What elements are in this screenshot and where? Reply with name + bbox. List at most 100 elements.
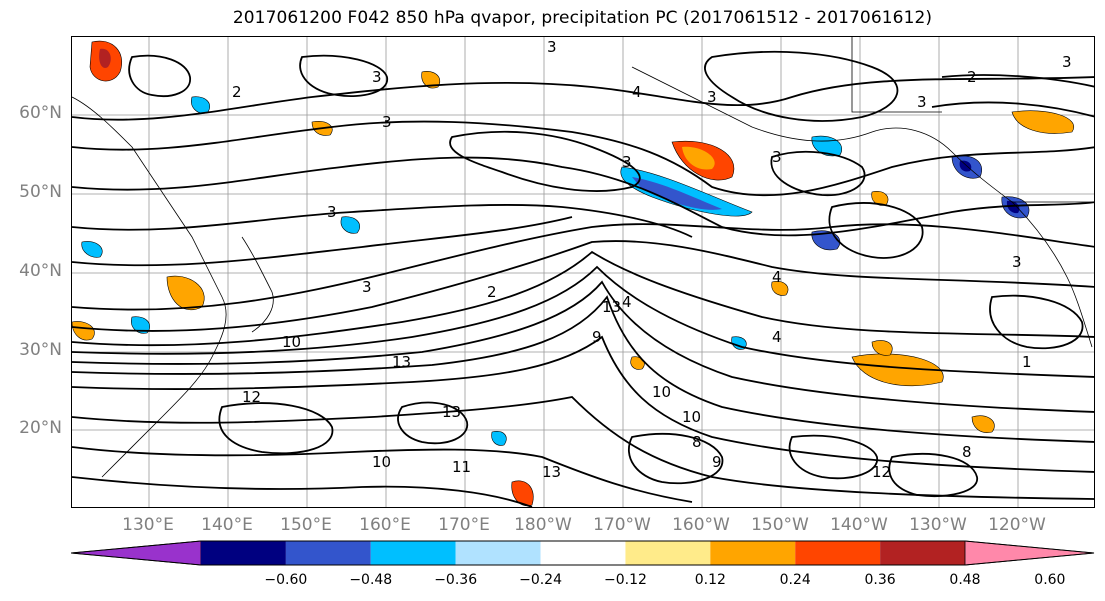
pc-positive-patch	[511, 480, 534, 507]
qvapor-contour	[788, 434, 878, 480]
precipitation-pc-fills	[72, 40, 1074, 507]
contour-label: 2	[232, 83, 242, 101]
colorbar-outline	[71, 540, 1095, 566]
colorbar-segment	[370, 541, 456, 565]
pc-negative-patch	[131, 316, 151, 334]
qvapor-contour	[72, 223, 1094, 311]
pc-positive-patch	[851, 353, 944, 387]
pc-negative-patch	[81, 241, 103, 258]
lat-tick-label: 40°N	[19, 261, 62, 281]
contour-label: 13	[392, 353, 411, 371]
lat-tick-label: 50°N	[19, 182, 62, 202]
qvapor-contour	[770, 150, 866, 196]
contour-label: 4	[772, 328, 782, 346]
colorbar-segment	[625, 541, 711, 565]
colorbar-segment	[710, 541, 796, 565]
contour-label: 12	[242, 388, 261, 406]
contour-label: 3	[1062, 53, 1072, 71]
contour-label: 12	[872, 463, 891, 481]
pc-positive-patch	[1011, 110, 1074, 134]
contour-label: 3	[622, 153, 632, 171]
contour-label: 4	[772, 268, 782, 286]
colorbar-tick-label: −0.48	[349, 572, 393, 588]
lon-tick-label: 130°W	[909, 515, 967, 535]
pc-positive-patch	[971, 415, 995, 433]
qvapor-contour	[72, 204, 693, 238]
contour-label: 3	[362, 278, 372, 296]
map-panel: 3 3 2 3 3 4 3 3 3 2 3 3 4 3 2 4 3 13 10 13 10 13 12 11 13 10 9 8 10 9…	[71, 36, 1095, 508]
contour-label: 13	[442, 403, 461, 421]
contour-label: 3	[372, 68, 382, 86]
graticule	[72, 37, 1094, 507]
colorbar	[71, 540, 1095, 566]
lon-tick-label: 170°W	[593, 515, 651, 535]
pc-positive-patch	[72, 321, 95, 341]
qvapor-contour	[72, 265, 1094, 378]
colorbar-segment	[540, 541, 626, 565]
pc-negative-patch	[340, 216, 361, 234]
contour-label: 4	[622, 293, 632, 311]
colorbar-segment	[285, 541, 371, 565]
qvapor-contour	[72, 476, 533, 507]
contour-label: 2	[967, 68, 977, 86]
contour-label: 3	[547, 38, 557, 56]
contour-label: 10	[282, 333, 301, 351]
pc-negative-patch	[811, 230, 841, 251]
qvapor-contour	[72, 335, 1094, 473]
qvapor-contour	[72, 250, 1094, 347]
colorbar-tick-label: −0.12	[603, 572, 647, 588]
contour-label: 9	[712, 453, 722, 471]
lon-tick-label: 150°E	[280, 515, 332, 535]
contour-label: 11	[452, 458, 471, 476]
pc-positive-patch	[421, 71, 441, 89]
chart-title: 2017061200 F042 850 hPa qvapor, precipit…	[232, 8, 933, 28]
contour-label: 3	[707, 88, 717, 106]
colorbar-segments	[71, 540, 1095, 566]
colorbar-tick-label: 0.60	[1034, 572, 1066, 588]
lon-tick-label: 180°W	[514, 515, 572, 535]
colorbar-segment	[455, 541, 541, 565]
qvapor-contour	[299, 54, 388, 97]
colorbar-tick-label: −0.60	[264, 572, 308, 588]
lon-tick-label: 120°W	[988, 515, 1046, 535]
qvapor-contour	[218, 402, 334, 455]
qvapor-contour	[72, 446, 693, 503]
qvapor-contour	[72, 120, 1094, 197]
qvapor-contour	[72, 280, 1094, 413]
coastline-alaska	[631, 66, 1013, 203]
coastlines	[72, 37, 1094, 478]
coastline-asia	[72, 96, 227, 478]
colorbar-segment	[201, 541, 286, 565]
qvapor-contour	[72, 216, 573, 267]
contour-label: 10	[372, 453, 391, 471]
colorbar-tick-label: 0.36	[864, 572, 896, 588]
contour-label: 13	[542, 463, 561, 481]
qvapor-contour	[72, 295, 1094, 443]
colorbar-segment	[795, 541, 881, 565]
contour-label: 8	[692, 433, 702, 451]
contour-label: 10	[682, 408, 701, 426]
pc-negative-patch	[191, 96, 211, 114]
colorbar-extend-high	[964, 540, 1095, 566]
contour-label: 13	[602, 298, 621, 316]
pc-negative-patch	[959, 160, 972, 172]
qvapor-contour	[397, 401, 468, 445]
lon-tick-label: 130°E	[122, 515, 174, 535]
coastline-japan	[241, 236, 274, 333]
qvapor-contour	[72, 76, 1094, 121]
qvapor-contour	[888, 453, 978, 497]
pc-negative-patch	[632, 177, 722, 210]
contour-label: 3	[772, 148, 782, 166]
qvapor-contour	[828, 202, 924, 259]
contour-label: 9	[592, 328, 602, 346]
colorbar-tick-label: 0.12	[694, 572, 726, 588]
lon-tick-label: 150°W	[751, 515, 809, 535]
pc-negative-patch	[1006, 200, 1020, 214]
lon-tick-label: 140°W	[830, 515, 888, 535]
pc-positive-patch	[871, 340, 893, 356]
qvapor-contour	[72, 396, 1094, 500]
lon-tick-label: 140°E	[201, 515, 253, 535]
colorbar-extend-low	[71, 540, 202, 566]
